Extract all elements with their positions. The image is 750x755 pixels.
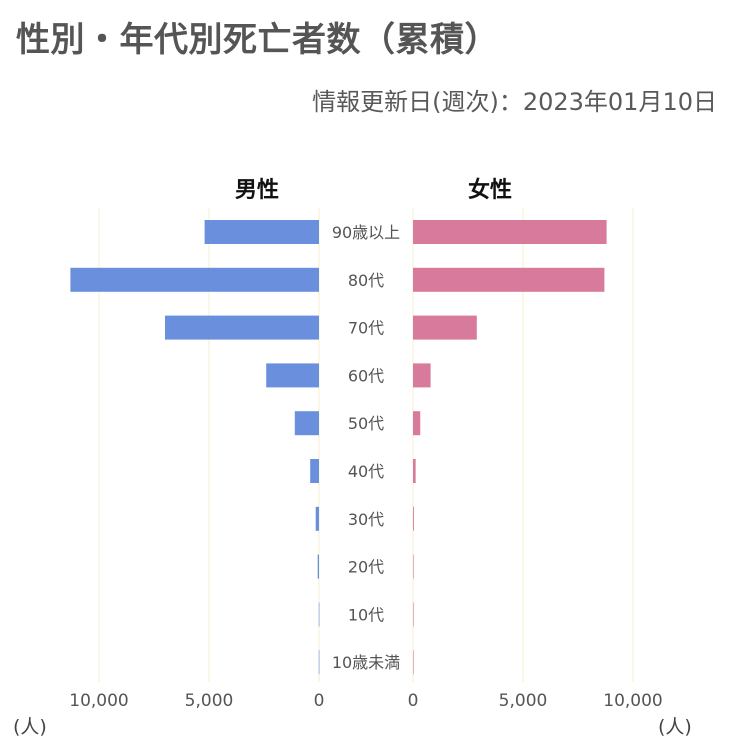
- x-tick-label-4: 5,000: [499, 691, 548, 711]
- x-tick-label-3: 0: [408, 691, 419, 711]
- x-tick-label-1: 5,000: [185, 691, 234, 711]
- category-label-1: 80代: [348, 271, 384, 290]
- male-bar-2: [165, 315, 319, 340]
- category-label-4: 50代: [348, 414, 384, 433]
- male-bar-9: [318, 650, 320, 675]
- x-tick-label-2: 0: [314, 691, 325, 711]
- female-bar-5: [413, 459, 416, 483]
- chart-title: 性別・年代別死亡者数（累積）: [16, 20, 499, 60]
- female-bar-3: [413, 363, 431, 388]
- category-label-5: 40代: [348, 462, 384, 481]
- female-bar-8: [413, 602, 414, 627]
- category-label-3: 60代: [348, 366, 384, 385]
- female-bar-0: [413, 220, 607, 244]
- female-bar-1: [413, 267, 605, 292]
- category-label-7: 20代: [348, 558, 384, 577]
- category-label-9: 10歳未満: [332, 653, 400, 672]
- male-bar-0: [204, 220, 319, 244]
- left-unit-label: (人): [13, 716, 47, 738]
- male-bar-7: [317, 554, 319, 579]
- female-bar-7: [413, 554, 414, 579]
- category-label-8: 10代: [348, 605, 384, 624]
- male-bar-3: [266, 363, 319, 388]
- male-bar-8: [318, 602, 320, 627]
- male-bar-1: [70, 267, 320, 292]
- x-tick-label-5: 10,000: [603, 691, 662, 711]
- female-bar-4: [413, 411, 421, 436]
- category-label-2: 70代: [348, 319, 384, 338]
- male-header: 男性: [235, 178, 280, 203]
- female-header: 女性: [468, 178, 513, 203]
- female-bar-2: [413, 315, 477, 340]
- male-bar-5: [310, 459, 319, 483]
- male-bar-6: [315, 506, 319, 531]
- x-tick-label-0: 10,000: [69, 691, 128, 711]
- male-bar-4: [294, 411, 319, 436]
- category-label-6: 30代: [348, 510, 384, 529]
- right-unit-label: (人): [658, 716, 692, 738]
- female-bar-9: [413, 650, 414, 675]
- female-bar-6: [413, 506, 414, 531]
- category-label-0: 90歳以上: [332, 223, 400, 242]
- update-date: 情報更新日(週次)：2023年01月10日: [312, 88, 717, 116]
